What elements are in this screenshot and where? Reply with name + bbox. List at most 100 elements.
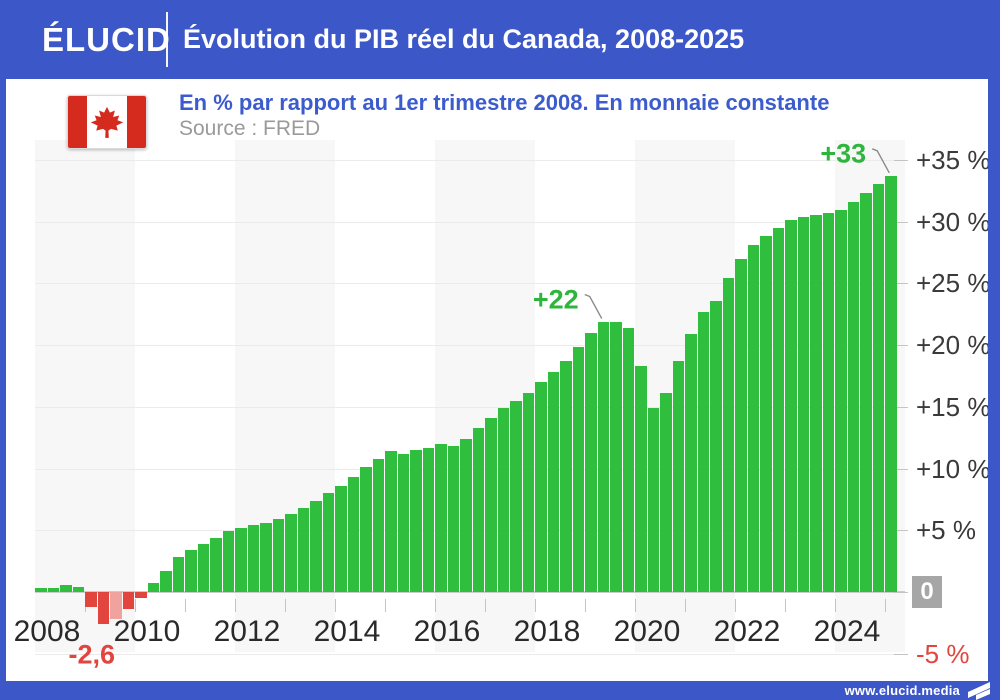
gridline [35,283,905,285]
annotation-26: -2,6 [68,639,116,670]
y-axis-label: +15 % [916,391,991,422]
gdp-bar [397,453,410,592]
x-axis-tick [785,599,786,612]
gdp-bar [147,583,160,592]
x-axis-label: 2012 [213,615,281,648]
elucid-flag-logo [966,681,992,700]
gdp-bar [710,300,722,592]
gdp-bar [197,543,210,592]
gdp-bar [172,557,185,592]
y-axis-tick [894,406,908,408]
x-axis-tick [185,599,186,612]
x-axis-tick [485,599,486,612]
x-axis-label: 2008 [13,615,81,648]
gdp-bar [747,244,760,592]
x-axis-tick [885,599,886,612]
annotation-33: +33 [820,138,867,169]
gdp-bar [247,525,260,592]
gdp-bar [447,446,460,592]
gdp-bar [760,236,772,592]
gdp-bar [72,587,85,592]
x-axis-tick [235,599,236,612]
gdp-bar [560,361,572,592]
x-axis-label: 2014 [313,615,381,648]
y-axis-tick [894,345,908,346]
y-axis-label: +25 % [916,268,991,299]
gdp-bar [485,417,497,592]
gdp-bar [260,522,272,592]
x-axis-label: 2010 [113,615,181,648]
y-axis-tick [894,530,908,532]
flag-red-right [127,96,146,148]
y-axis-tick [894,221,908,223]
gdp-bar [572,347,585,592]
gdp-bar [847,201,860,592]
x-axis-label: 2018 [513,615,581,648]
gdp-bar [872,184,885,592]
y-axis-label: +30 % [916,206,991,237]
year-band [35,140,135,652]
x-axis-tick [585,599,586,612]
frame-left [0,79,6,700]
gdp-bar [435,443,447,592]
x-axis-label: 2020 [613,615,681,648]
gdp-bar [547,372,560,592]
gdp-bar [685,333,697,592]
x-axis-tick [735,599,736,612]
gdp-bar [860,193,872,592]
gdp-bar [585,332,597,592]
gdp-bar [360,467,372,592]
gdp-bar [410,449,422,592]
chart-subtitle: En % par rapport au 1er trimestre 2008. … [179,90,830,115]
gdp-bar [635,365,647,592]
gdp-bar [347,477,360,592]
gdp-bar [85,592,97,607]
chart-source: Source : FRED [179,117,321,140]
y-axis-label: +20 % [916,330,991,360]
gdp-bar [47,588,60,592]
gdp-bar [122,592,135,610]
gdp-bar [797,216,810,592]
gdp-bar [285,514,297,592]
gdp-bar [322,493,335,592]
gdp-bar [535,382,547,592]
x-axis-label: 2016 [413,615,481,648]
gdp-bar [497,407,510,592]
x-axis-tick [335,599,336,612]
x-axis-tick [635,599,636,612]
gdp-bar [372,458,385,592]
gdp-bar [97,592,110,625]
gdp-bar [110,592,122,620]
header-separator [166,12,168,67]
gdp-bar [822,212,835,592]
gdp-bar [222,531,235,592]
x-axis-tick [135,599,136,612]
gdp-bar [660,393,672,592]
gdp-bar [335,485,347,592]
gridline [35,591,905,593]
gdp-bar [522,393,535,592]
gdp-bar [885,175,897,592]
header-bar: ÉLUCID Évolution du PIB réel du Canada, … [0,0,1000,79]
gdp-bar [135,592,147,599]
gdp-bar [597,321,610,592]
y-axis-label: +5 % [916,515,976,546]
gdp-bar [622,327,635,592]
y-axis-tick [894,592,908,593]
gridline [35,159,905,161]
elucid-logo: ÉLUCID [42,20,171,58]
gdp-bar [672,361,685,592]
gdp-bar [60,584,72,592]
frame-right [988,79,1000,681]
gdp-bar [310,500,322,592]
annotation-22: +22 [532,284,579,315]
y-axis-zero-badge: 0 [912,576,942,608]
page-title: Évolution du PIB réel du Canada, 2008-20… [183,24,745,54]
gridline [35,221,905,223]
gridline [35,345,905,346]
gridline [35,653,905,655]
y-axis-label: +10 % [916,453,991,484]
x-axis-tick [385,599,386,612]
x-axis-tick [685,599,686,612]
